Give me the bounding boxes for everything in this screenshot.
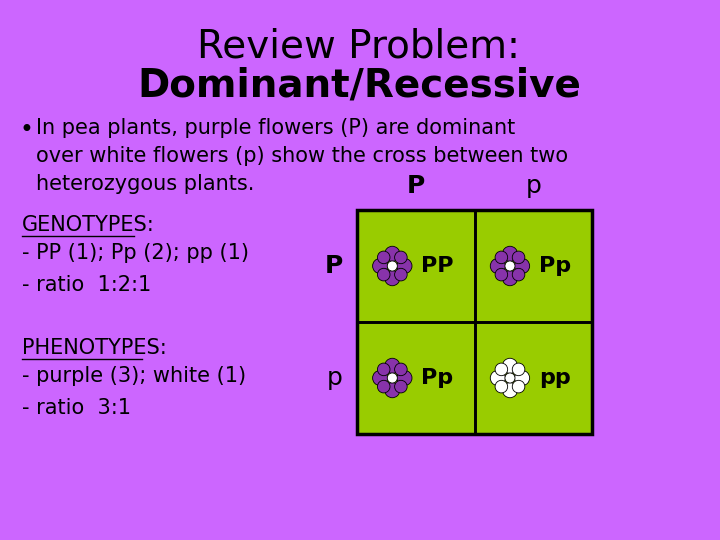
Ellipse shape bbox=[503, 383, 518, 398]
Bar bbox=[357, 210, 474, 322]
Ellipse shape bbox=[384, 271, 400, 286]
Ellipse shape bbox=[377, 268, 390, 281]
Text: •: • bbox=[20, 118, 34, 142]
Ellipse shape bbox=[377, 251, 390, 264]
Text: P: P bbox=[325, 254, 343, 278]
Bar bbox=[474, 210, 593, 322]
Ellipse shape bbox=[373, 259, 387, 274]
Ellipse shape bbox=[515, 259, 530, 274]
Ellipse shape bbox=[395, 380, 408, 393]
Ellipse shape bbox=[384, 246, 400, 261]
Ellipse shape bbox=[395, 251, 408, 264]
Ellipse shape bbox=[384, 358, 400, 373]
Bar bbox=[474, 322, 593, 434]
Text: p: p bbox=[526, 174, 541, 198]
Text: Review Problem:: Review Problem: bbox=[197, 28, 521, 66]
Ellipse shape bbox=[503, 271, 518, 286]
Ellipse shape bbox=[490, 370, 505, 386]
Ellipse shape bbox=[495, 380, 508, 393]
Text: PHENOTYPES:: PHENOTYPES: bbox=[22, 338, 167, 358]
Ellipse shape bbox=[395, 363, 408, 376]
Ellipse shape bbox=[495, 268, 508, 281]
Circle shape bbox=[387, 261, 397, 271]
Text: Pp: Pp bbox=[539, 256, 571, 276]
Text: - PP (1); Pp (2); pp (1)
- ratio  1:2:1: - PP (1); Pp (2); pp (1) - ratio 1:2:1 bbox=[22, 243, 249, 295]
Ellipse shape bbox=[384, 383, 400, 398]
Text: GENOTYPES:: GENOTYPES: bbox=[22, 215, 155, 235]
Circle shape bbox=[387, 373, 397, 383]
Ellipse shape bbox=[495, 363, 508, 376]
Ellipse shape bbox=[503, 246, 518, 261]
Ellipse shape bbox=[395, 268, 408, 281]
Ellipse shape bbox=[495, 251, 508, 264]
Ellipse shape bbox=[397, 259, 412, 274]
Circle shape bbox=[505, 373, 515, 383]
Ellipse shape bbox=[503, 358, 518, 373]
Text: p: p bbox=[327, 366, 343, 390]
Bar bbox=[357, 210, 593, 434]
Ellipse shape bbox=[512, 268, 525, 281]
Bar bbox=[357, 322, 474, 434]
Ellipse shape bbox=[512, 251, 525, 264]
Ellipse shape bbox=[373, 370, 387, 386]
Ellipse shape bbox=[377, 363, 390, 376]
Text: PP: PP bbox=[420, 256, 454, 276]
Ellipse shape bbox=[397, 370, 412, 386]
Text: Dominant/Recessive: Dominant/Recessive bbox=[137, 66, 581, 104]
Circle shape bbox=[505, 261, 515, 271]
Ellipse shape bbox=[490, 259, 505, 274]
Text: - purple (3); white (1)
- ratio  3:1: - purple (3); white (1) - ratio 3:1 bbox=[22, 366, 246, 418]
Text: Pp: Pp bbox=[421, 368, 453, 388]
Text: In pea plants, purple flowers (P) are dominant
over white flowers (p) show the c: In pea plants, purple flowers (P) are do… bbox=[36, 118, 568, 194]
Ellipse shape bbox=[512, 363, 525, 376]
Ellipse shape bbox=[515, 370, 530, 386]
Text: pp: pp bbox=[539, 368, 570, 388]
Ellipse shape bbox=[377, 380, 390, 393]
Ellipse shape bbox=[512, 380, 525, 393]
Text: P: P bbox=[407, 174, 425, 198]
